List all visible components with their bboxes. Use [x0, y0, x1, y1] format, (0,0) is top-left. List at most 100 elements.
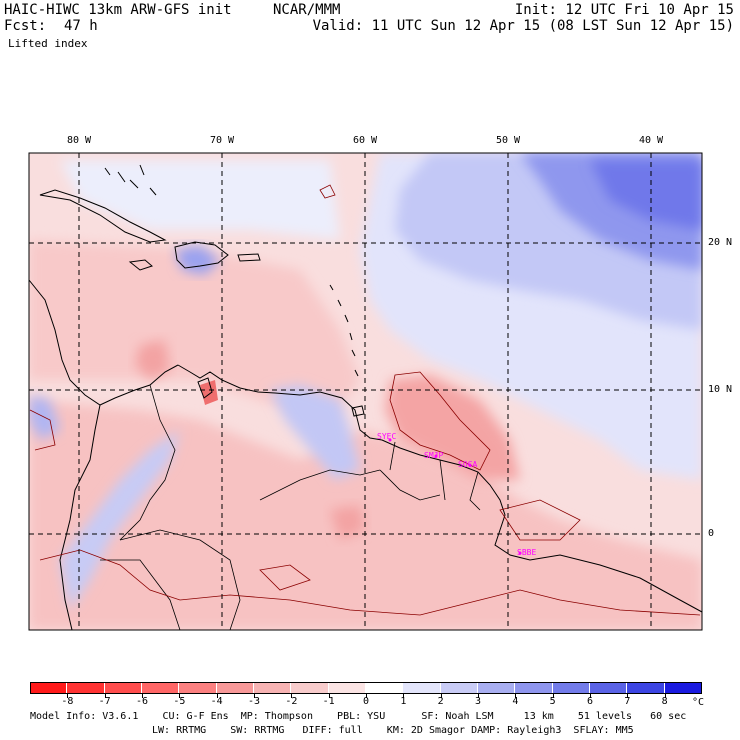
field-andes-stable	[60, 430, 180, 610]
colorbar-cell	[216, 682, 254, 694]
colorbar-tick	[142, 694, 143, 698]
colorbar-label: -3	[248, 696, 261, 707]
trinidad-coast	[351, 405, 365, 417]
forecast-label: Fcst:	[4, 18, 47, 34]
colorbar-label: -2	[285, 696, 298, 707]
central-america-coast	[29, 279, 179, 406]
lat-lon-grid	[29, 153, 702, 630]
contours	[29, 184, 701, 616]
colorbar-cell	[515, 682, 553, 694]
lon-label-40w: 40 W	[639, 135, 664, 146]
lon-label-70w: 70 W	[210, 135, 235, 146]
colorbar-label: -6	[136, 696, 149, 707]
lon-label-50w: 50 W	[496, 135, 521, 146]
station-label-sbbe: SBBE	[517, 548, 537, 557]
colorbar-tick	[515, 694, 517, 698]
colorbar-tick	[328, 694, 330, 698]
contour-4	[39, 549, 701, 616]
model-info-line-2: LW: RRTMG SW: RRTMG DIFF: full KM: 2D Sm…	[152, 725, 634, 736]
colorbar-label: -5	[173, 696, 186, 707]
station-label-syec: SYEC	[377, 432, 397, 441]
colorbar-cell	[552, 682, 590, 694]
colorbar-label: 8	[661, 696, 668, 707]
colorbar-cell	[291, 682, 329, 694]
colorbar-label: 3	[475, 696, 482, 707]
colorbar-label: -1	[322, 696, 335, 707]
colorbar-cell	[104, 682, 142, 694]
model-info-line-1: Model Info: V3.6.1 CU: G-F Ens MP: Thomp…	[30, 711, 687, 722]
guyana-brazil-border	[379, 469, 441, 501]
puerto-rico-coast	[237, 253, 261, 262]
colorbar-cell	[366, 682, 404, 694]
colorbar-tick	[67, 694, 69, 698]
model-title: HAIC-HIWC 13km ARW-GFS init	[4, 2, 232, 18]
forecast-hour: 47 h	[64, 18, 98, 34]
venezuela-brazil-border	[259, 469, 381, 501]
station-dot-sbbe	[518, 551, 522, 555]
colorbar-tick	[291, 694, 293, 698]
init-time: Init: 12 UTC Fri 10 Apr 15	[514, 2, 734, 18]
colorbar-cell	[590, 682, 628, 694]
colorbar-label: -8	[61, 696, 74, 707]
colorbar-label: 6	[587, 696, 594, 707]
org-label: NCAR/MMM	[273, 2, 341, 18]
field-stable-deep	[590, 160, 702, 230]
colorbar-cell	[254, 682, 292, 694]
colorbar-label: -4	[210, 696, 223, 707]
country-borders	[100, 384, 481, 630]
colorbar-tick	[478, 694, 479, 698]
contour-1	[319, 184, 336, 199]
colombia-venezuela-border	[119, 384, 176, 541]
contour-6	[499, 499, 581, 541]
station-dot-soca	[468, 463, 472, 467]
colorbar-tick	[104, 694, 106, 698]
colorbar-unit: °C	[692, 697, 705, 708]
station-markers	[388, 438, 522, 555]
colorbar-tick	[403, 694, 405, 698]
colorbar-tick	[664, 694, 666, 698]
colorbar-cell	[142, 682, 180, 694]
venezuela-guyana-border	[389, 441, 396, 471]
colorbar-label: 4	[512, 696, 519, 707]
contour-2	[389, 371, 491, 471]
colorbar-frame	[30, 682, 702, 694]
colorbar-cell	[328, 682, 366, 694]
colorbar-tick	[179, 694, 181, 698]
pacific-coast	[59, 404, 101, 630]
field-maracaibo-patch	[200, 380, 218, 405]
colorbar-tick	[254, 694, 255, 698]
colorbar-cell	[403, 682, 441, 694]
field-orinoco-stable	[270, 385, 360, 480]
colorbar-tick	[440, 694, 442, 698]
field-brazil-patch	[330, 505, 365, 540]
antilles-coast	[329, 284, 359, 377]
bahamas-coast	[104, 164, 157, 196]
colorbar-tick	[590, 694, 591, 698]
station-label-smjp: SMJP	[424, 451, 444, 460]
station-dot-smjp	[434, 454, 438, 458]
guyana-suriname-border	[439, 459, 446, 501]
lon-label-60w: 60 W	[353, 135, 378, 146]
valid-time: Valid: 11 UTC Sun 12 Apr 15 (08 LST Sun …	[312, 18, 734, 34]
field-panama-patch	[135, 340, 170, 380]
colorbar-cell	[440, 682, 478, 694]
field-guianas	[385, 375, 520, 480]
colorbar-label: 7	[624, 696, 631, 707]
colorbar-tick	[216, 694, 218, 698]
colorbar-tick	[627, 694, 629, 698]
lon-label-80w: 80 W	[67, 135, 92, 146]
contour-5	[259, 564, 311, 591]
suriname-guiana-border	[469, 471, 481, 511]
colorbar-label: 2	[437, 696, 444, 707]
cuba-coast	[39, 189, 167, 243]
colorbar-cell	[67, 682, 105, 694]
colorbar-label: 5	[549, 696, 556, 707]
colorbar-label: 0	[363, 696, 370, 707]
station-label-soca: SOCA	[458, 460, 478, 469]
colorbar-cell	[179, 682, 217, 694]
colombia-brazil-border	[119, 529, 241, 630]
map-frame	[28, 152, 703, 631]
lat-label-10n: 10 N	[708, 384, 733, 395]
lat-label-20n: 20 N	[708, 237, 733, 248]
